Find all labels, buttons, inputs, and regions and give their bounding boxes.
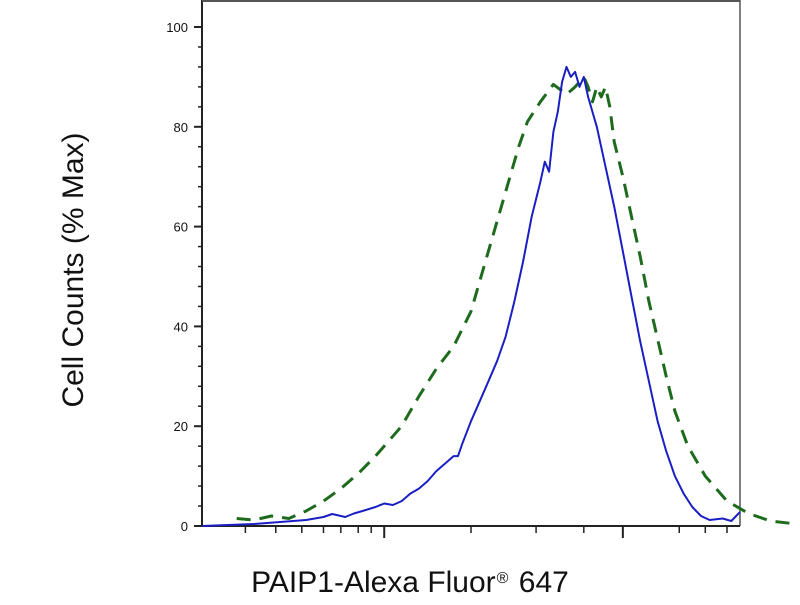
y-tick-label: 80	[174, 120, 188, 135]
y-tick-label: 0	[181, 519, 188, 534]
y-tick-label: 40	[174, 319, 188, 334]
axes	[201, 0, 741, 527]
x-axis-label: PAIP1-Alexa Fluor® 647	[230, 566, 590, 600]
x-axis-label-suffix: 647	[510, 566, 569, 599]
ticks: 0 20 40 60 80 100	[166, 20, 728, 538]
y-axis-label: Cell Counts (% Max)	[57, 132, 90, 408]
x-axis-label-registered-mark: ®	[496, 570, 509, 587]
y-tick-label: 60	[174, 220, 188, 235]
y-axis-label-container: Cell Counts (% Max)	[44, 100, 104, 440]
series-lines	[201, 65, 793, 527]
y-tick-label: 20	[174, 419, 188, 434]
x-axis-label-main: PAIP1-Alexa Fluor	[251, 566, 496, 599]
solid-series-line	[201, 65, 741, 527]
dashed-series-line	[236, 75, 793, 525]
y-tick-label: 100	[166, 20, 188, 35]
